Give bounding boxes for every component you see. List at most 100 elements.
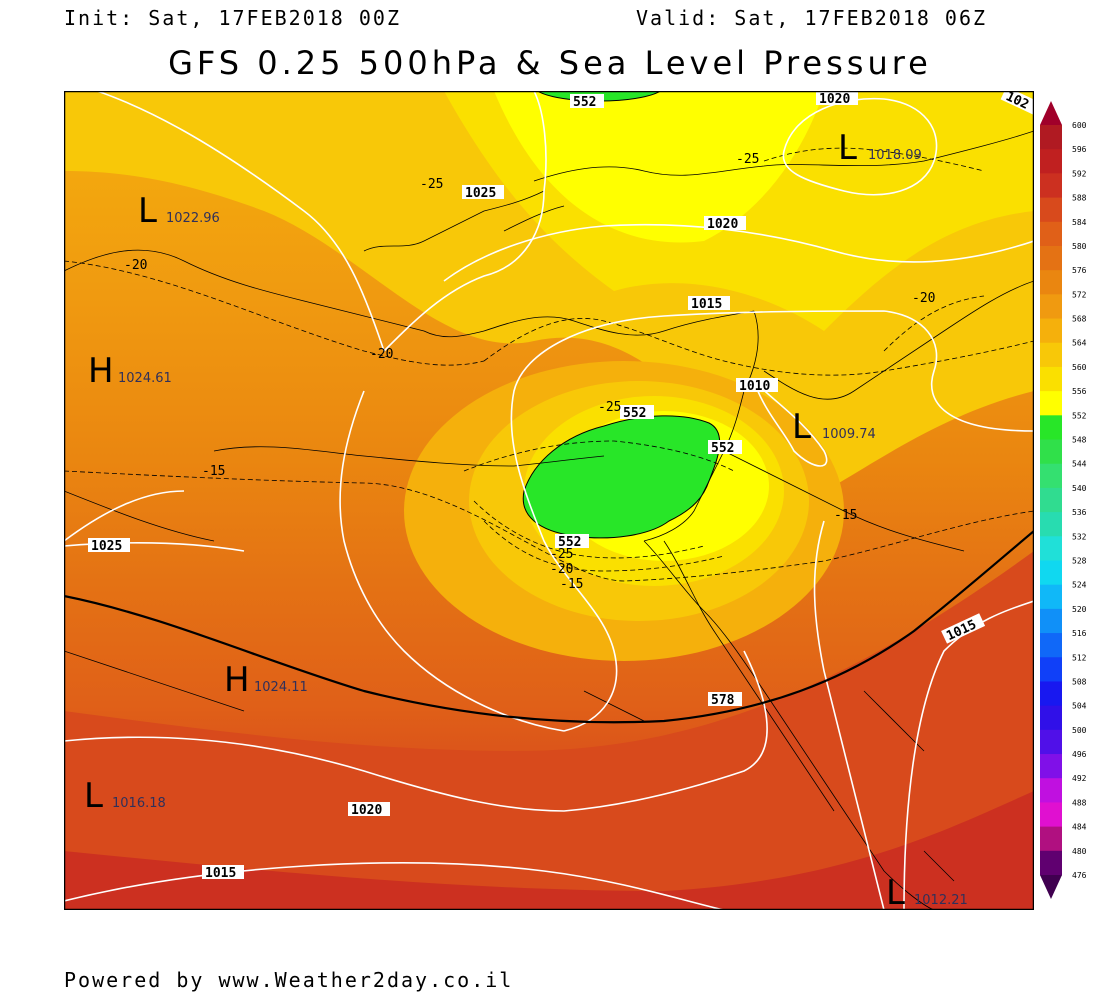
height-label: 552 [623, 406, 646, 421]
colorbar-tick-label: 504 [1072, 702, 1087, 711]
colorbar-tick-label: 600 [1072, 121, 1087, 130]
center-value: 1018.09 [868, 148, 922, 163]
pressure-centers: L 1022.96 L 1018.09 H 1024.61 L 1009.74 … [84, 128, 968, 910]
isobar-label: 1015 [205, 866, 236, 881]
temperature-label: -25 [550, 547, 573, 562]
height-label: 578 [711, 693, 735, 708]
isobar-label: 1020 [351, 803, 382, 818]
colorbar-top-arrow [1040, 101, 1062, 125]
center-value: 1024.61 [118, 371, 172, 386]
coastlines [64, 130, 1034, 910]
pressure-center: L 1022.96 [138, 191, 220, 231]
init-time: Init: Sat, 17FEB2018 00Z [64, 6, 401, 30]
colorbar-tick-label: 580 [1072, 242, 1087, 251]
colorbar-swatch [1040, 487, 1062, 513]
map-border [64, 91, 1034, 910]
temperature-labels: -25 -25 -20 -20 -20 -25 -15 -15 -25 -20 … [124, 152, 935, 592]
center-type: L [886, 873, 905, 910]
center-value: 1024.11 [254, 680, 308, 695]
colorbar-tick-label: 544 [1072, 460, 1087, 469]
colorbar-tick-label: 592 [1072, 169, 1087, 178]
isobar-label: 1020 [819, 92, 850, 107]
colorbar-swatch [1040, 729, 1062, 755]
colorbar-tick-label: 540 [1072, 484, 1087, 493]
colorbar-swatch [1040, 705, 1062, 731]
temperature-label: -20 [912, 291, 935, 306]
temperature-label: -15 [202, 464, 225, 479]
colorbar-swatch [1040, 149, 1062, 174]
isobar-label: 1020 [707, 217, 738, 232]
colorbar-tick-label: 516 [1072, 629, 1087, 638]
temperature-label: -20 [124, 258, 147, 273]
colorbar-tick-label: 500 [1072, 726, 1087, 735]
colorbar-tick-label: 520 [1072, 605, 1087, 614]
center-type: L [792, 407, 811, 447]
colorbar-tick-label: 508 [1072, 677, 1087, 686]
temperature-label: -20 [370, 347, 393, 362]
footer-credit: Powered by www.Weather2day.co.il [64, 968, 514, 992]
height-label: 552 [558, 535, 581, 550]
pressure-center: H 1024.11 [224, 660, 308, 700]
colorbar-tick-label: 532 [1072, 532, 1087, 541]
colorbar-tick-label: 560 [1072, 363, 1087, 372]
center-type: H [224, 660, 250, 700]
center-type: L [84, 776, 103, 816]
colorbar-tick-label: 484 [1072, 823, 1087, 832]
isobar-label: 1010 [739, 379, 770, 394]
colorbar-swatch [1040, 657, 1062, 682]
colorbar-swatch [1040, 681, 1062, 707]
temperature-label: -15 [834, 508, 857, 523]
center-value: 1022.96 [166, 211, 220, 226]
center-value: 1009.74 [822, 427, 876, 442]
colorbar-tick-label: 480 [1072, 847, 1087, 856]
colorbar-swatch [1040, 318, 1062, 344]
weather-map: 1020 102 1025 1020 1015 1010 1025 1015 1… [64, 91, 1034, 910]
center-type: L [838, 128, 857, 168]
temperature-contours [64, 147, 1034, 582]
isobar-label: 1015 [691, 297, 722, 312]
colorbar-swatch [1040, 366, 1062, 392]
colorbar-tick-label: 528 [1072, 556, 1087, 565]
colorbar-tick-label: 588 [1072, 194, 1087, 203]
colorbar-swatch [1040, 197, 1062, 223]
colorbar: 600 596 592 588 584 580 576 572 568 564 560 556 552 5… [1040, 101, 1087, 899]
colorbar-tick-label: 476 [1072, 871, 1087, 880]
colorbar-swatch [1040, 512, 1062, 537]
height-band-584 [64, 551, 1034, 910]
colorbar-swatch [1040, 125, 1062, 150]
colorbar-swatch [1040, 560, 1062, 586]
center-value: 1016.18 [112, 796, 166, 811]
colorbar-swatch [1040, 270, 1062, 295]
colorbar-swatch [1040, 584, 1062, 610]
temperature-label: -20 [550, 562, 573, 577]
colorbar-swatch [1040, 608, 1062, 634]
temperature-label: -15 [560, 577, 583, 592]
center-type: L [138, 191, 157, 231]
colorbar-swatch [1040, 245, 1062, 271]
height-band-588 [64, 791, 1034, 910]
colorbar-tick-label: 496 [1072, 750, 1087, 759]
colorbar-tick-label: 556 [1072, 387, 1087, 396]
colorbar-swatch [1040, 633, 1062, 658]
height-band-552-north [494, 91, 824, 243]
isobar-label: 1025 [91, 539, 122, 554]
colorbar-swatch [1040, 173, 1062, 199]
colorbar-tick-label: 536 [1072, 508, 1087, 517]
colorbar-swatch [1040, 802, 1062, 828]
temperature-label: -25 [598, 400, 621, 415]
pressure-center: L 1009.74 [792, 407, 876, 447]
valid-time: Valid: Sat, 17FEB2018 06Z [636, 6, 988, 30]
colorbar-tick-label: 564 [1072, 339, 1087, 348]
pressure-center: L 1018.09 [838, 128, 922, 168]
height-labels: 552 552 552 552 578 [555, 94, 742, 708]
colorbar-tick-label: 488 [1072, 798, 1087, 807]
colorbar-tick-label: 572 [1072, 290, 1087, 299]
colorbar-tick-label: 596 [1072, 145, 1087, 154]
colorbar-tick-label: 552 [1072, 411, 1087, 420]
colorbar-swatch [1040, 463, 1062, 489]
colorbar-tick-label: 524 [1072, 581, 1087, 590]
chart-title: GFS 0.25 500hPa & Sea Level Pressure [168, 44, 932, 82]
colorbar-swatch [1040, 778, 1062, 803]
pressure-center: H 1024.61 [88, 351, 172, 391]
colorbar-swatch [1040, 415, 1062, 441]
